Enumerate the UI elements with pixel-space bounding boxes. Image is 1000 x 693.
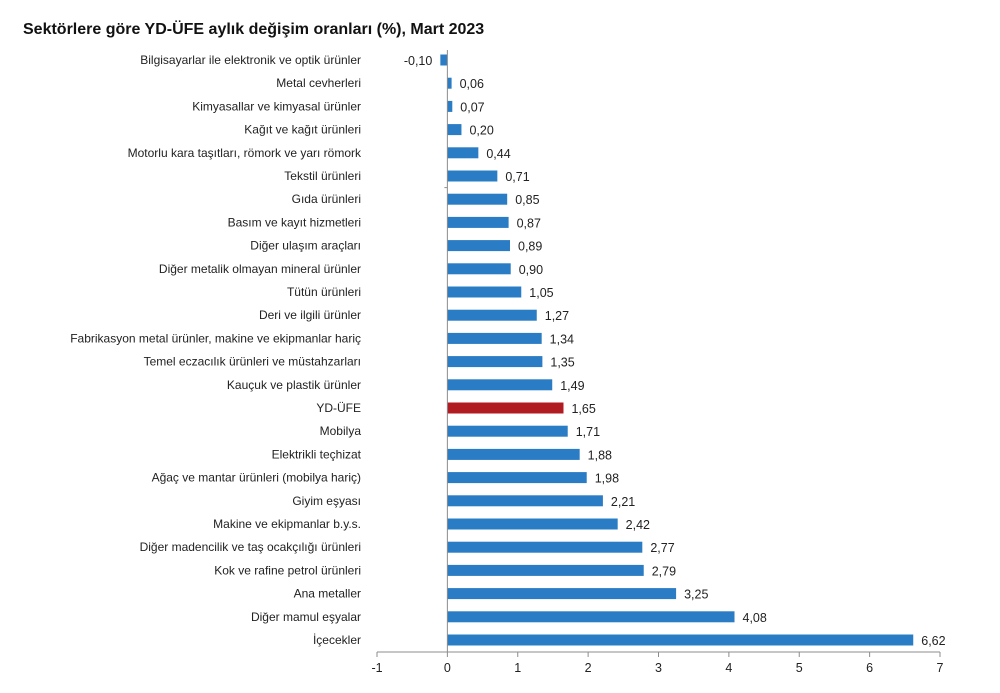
value-label: 2,42: [626, 518, 650, 532]
x-tick-label: 2: [585, 661, 592, 675]
category-label: Diğer metalik olmayan mineral ürünler: [159, 262, 361, 276]
category-label: Kimyasallar ve kimyasal ürünler: [192, 99, 361, 113]
value-label: 0,20: [469, 124, 493, 138]
value-label: 1,35: [550, 356, 574, 370]
bar: [447, 263, 511, 275]
category-label: Ağaç ve mantar ürünleri (mobilya hariç): [152, 471, 361, 485]
x-tick-label: 1: [514, 661, 521, 675]
category-label: Basım ve kayıt hizmetleri: [228, 215, 361, 229]
category-labels: Bilgisayarlar ile elektronik ve optik ür…: [70, 53, 362, 647]
category-label: Mobilya: [320, 424, 362, 438]
bar: [447, 402, 564, 414]
value-label: 2,77: [650, 541, 674, 555]
value-label: 1,71: [576, 425, 600, 439]
bar: [447, 286, 522, 298]
bar: [447, 611, 735, 623]
value-label: 1,34: [550, 332, 574, 346]
value-label: 2,79: [652, 564, 676, 578]
value-label: 1,65: [571, 402, 595, 416]
category-label: Elektrikli teçhizat: [272, 447, 362, 461]
bar: [447, 309, 537, 321]
x-tick-label: 4: [725, 661, 732, 675]
value-label: 1,27: [545, 309, 569, 323]
category-label: Kağıt ve kağıt ürünleri: [244, 123, 361, 137]
bar: [447, 425, 568, 437]
value-label: 0,71: [505, 170, 529, 184]
category-label: Diğer ulaşım araçları: [250, 239, 361, 253]
value-label: 0,89: [518, 240, 542, 254]
category-label: Tekstil ürünleri: [284, 169, 361, 183]
value-label: 0,90: [519, 263, 543, 277]
bar: [447, 332, 542, 344]
category-label: Temel eczacılık ürünleri ve müstahzarlar…: [144, 355, 361, 369]
category-label: Diğer mamul eşyalar: [251, 610, 361, 624]
bar: [447, 448, 580, 460]
category-label: Tütün ürünleri: [287, 285, 361, 299]
category-label: İçecekler: [313, 633, 361, 647]
bar: [447, 170, 498, 182]
value-label: 0,44: [486, 147, 510, 161]
category-label: Gıda ürünleri: [292, 192, 361, 206]
bar: [447, 100, 453, 112]
bar: [447, 216, 509, 228]
value-label: 0,87: [517, 216, 541, 230]
value-label: 1,05: [529, 286, 553, 300]
value-label: 1,98: [595, 472, 619, 486]
category-label: Deri ve ilgili ürünler: [259, 308, 361, 322]
bar: [447, 240, 511, 252]
value-label: 0,06: [460, 77, 484, 91]
bar: [447, 77, 452, 89]
bar: [447, 356, 543, 368]
bar: [447, 634, 914, 646]
bar: [440, 54, 448, 66]
category-label: Makine ve ekipmanlar b.y.s.: [213, 517, 361, 531]
category-label: Giyim eşyası: [292, 494, 361, 508]
value-label: 0,85: [515, 193, 539, 207]
value-label: 1,49: [560, 379, 584, 393]
bar: [447, 588, 677, 600]
category-label: Kauçuk ve plastik ürünler: [227, 378, 361, 392]
category-label: Metal cevherleri: [276, 76, 361, 90]
bar: [447, 379, 553, 391]
x-tick-label: 5: [796, 661, 803, 675]
category-label: YD-ÜFE: [316, 401, 361, 415]
category-label: Diğer madencilik ve taş ocakçılığı ürünl…: [140, 540, 361, 554]
axes: -1 0 1 2 3 4 5 6 7: [371, 50, 944, 675]
x-tick-label: -1: [371, 661, 382, 675]
bars-group: [440, 54, 914, 646]
value-label: 1,88: [588, 448, 612, 462]
category-label: Ana metaller: [294, 587, 361, 601]
value-label: 3,25: [684, 588, 708, 602]
value-labels: -0,10 0,06 0,07 0,20 0,44 0,71 0,85 0,87 0,89 0,9…: [404, 54, 946, 648]
value-label: 6,62: [921, 634, 945, 648]
category-label: Bilgisayarlar ile elektronik ve optik ür…: [140, 53, 361, 67]
category-label: Motorlu kara taşıtları, römork ve yarı r…: [128, 146, 362, 160]
bar: [447, 518, 618, 530]
bar: [447, 193, 508, 205]
value-label: 4,08: [743, 611, 767, 625]
x-tick-label: 0: [444, 661, 451, 675]
bar: [447, 564, 644, 576]
value-label: 2,21: [611, 495, 635, 509]
category-label: Kok ve rafine petrol ürünleri: [214, 563, 361, 577]
value-label: 0,07: [460, 100, 484, 114]
bar: [447, 541, 643, 553]
x-tick-label: 6: [866, 661, 873, 675]
bar: [447, 495, 603, 507]
x-tick-label: 3: [655, 661, 662, 675]
chart-title: Sektörlere göre YD-ÜFE aylık değişim ora…: [23, 21, 485, 38]
bar: [447, 472, 587, 484]
value-label: -0,10: [404, 54, 433, 68]
bar: [447, 147, 479, 159]
bar: [447, 124, 462, 136]
category-label: Fabrikasyon metal ürünler, makine ve eki…: [70, 331, 361, 345]
x-tick-label: 7: [937, 661, 944, 675]
